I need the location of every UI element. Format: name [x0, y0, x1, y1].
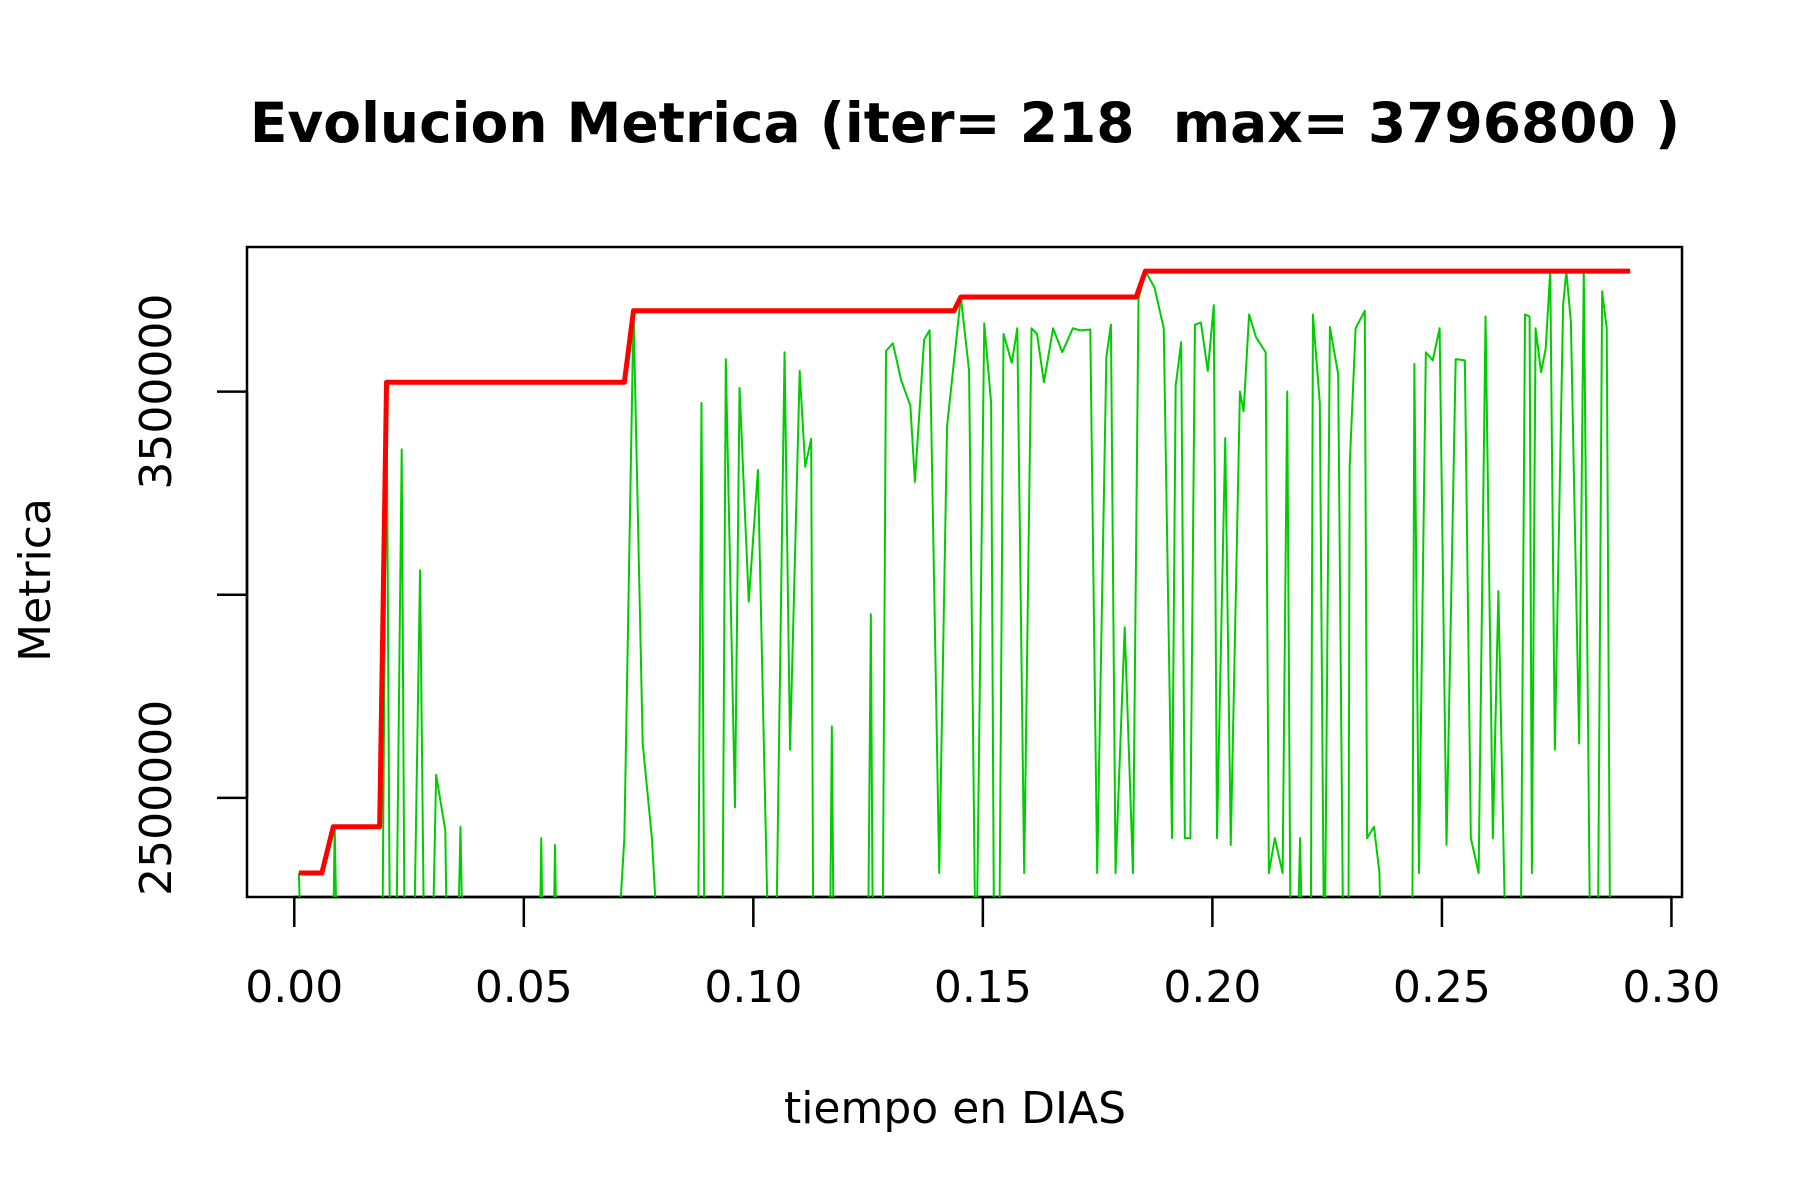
y-tick-label: 3500000 [131, 294, 182, 490]
plot-area [297, 268, 1631, 897]
x-axis-label: tiempo en DIAS [784, 1083, 1126, 1134]
x-tick-label: 0.10 [704, 962, 802, 1013]
series-line [298, 268, 1631, 876]
x-tick-label: 0.25 [1393, 962, 1491, 1013]
x-tick-label: 0.20 [1163, 962, 1261, 1013]
x-tick-label: 0.05 [475, 962, 573, 1013]
chart-title: Evolucion Metrica (iter= 218 max= 379680… [250, 91, 1680, 155]
y-tick-label: 2500000 [131, 700, 182, 896]
x-tick-label: 0.30 [1622, 962, 1720, 1013]
y-axis-label: Metrica [10, 498, 61, 662]
series-line [297, 270, 1611, 897]
x-tick-label: 0.15 [934, 962, 1032, 1013]
x-tick-label: 0.00 [245, 962, 343, 1013]
